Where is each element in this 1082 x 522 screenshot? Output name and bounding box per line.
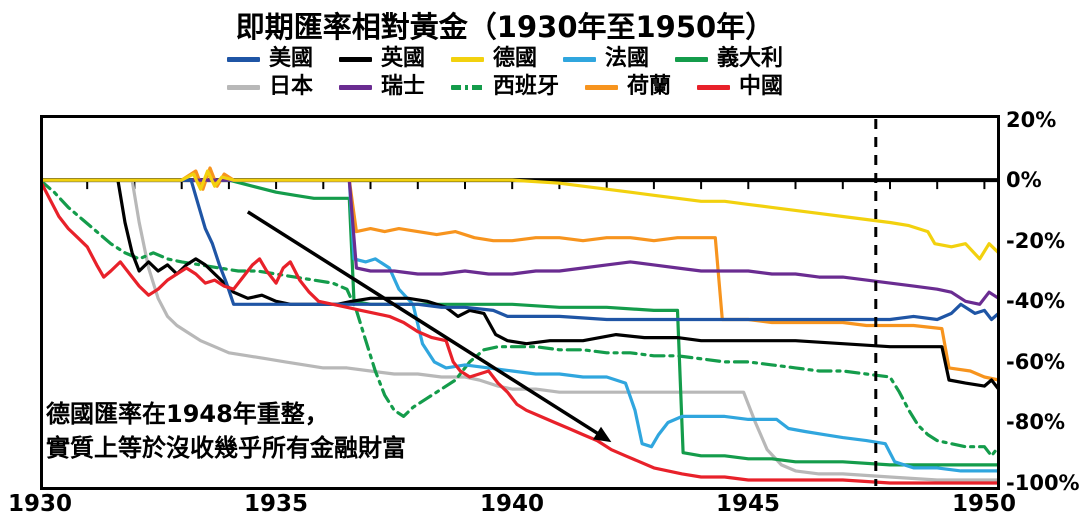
legend-label-netherlands: 荷蘭 bbox=[627, 74, 672, 100]
legend-item-germany: 德國 bbox=[450, 46, 537, 71]
chart-legend: 美國 英國 德國 法國 義大利 日本 瑞士 西班牙 荷蘭 中國 bbox=[0, 46, 1010, 100]
legend-item-usa: 美國 bbox=[226, 46, 313, 71]
series-line-italy bbox=[40, 178, 1000, 467]
legend-swatch-switzerland bbox=[338, 84, 372, 90]
legend-label-spain: 西班牙 bbox=[492, 74, 559, 100]
legend-label-switzerland: 瑞士 bbox=[380, 74, 425, 100]
y-axis-label-20: 20% bbox=[1006, 108, 1057, 132]
legend-swatch-usa bbox=[226, 56, 260, 62]
legend-swatch-italy bbox=[675, 56, 709, 62]
legend-label-germany: 德國 bbox=[492, 46, 537, 71]
legend-label-uk: 英國 bbox=[380, 46, 425, 71]
y-axis-label--40: -40% bbox=[1006, 289, 1065, 313]
legend-item-spain: 西班牙 bbox=[450, 74, 559, 100]
annotation-arrow-head bbox=[593, 426, 612, 443]
legend-item-switzerland: 瑞士 bbox=[338, 74, 425, 100]
annotation-german-reform: 德國匯率在1948年重整， 實質上等於沒收幾乎所有金融財富 bbox=[46, 398, 406, 465]
legend-item-japan: 日本 bbox=[226, 74, 313, 100]
plot-border bbox=[40, 115, 1000, 490]
legend-label-japan: 日本 bbox=[268, 74, 313, 100]
x-axis-label-1945: 1945 bbox=[715, 491, 781, 517]
x-axis-label-1940: 1940 bbox=[479, 491, 545, 517]
legend-swatch-netherlands bbox=[585, 84, 618, 90]
legend-swatch-france bbox=[563, 56, 596, 62]
legend-label-italy: 義大利 bbox=[717, 46, 784, 71]
y-axis-label-0: 0% bbox=[1006, 168, 1042, 192]
y-axis-label--20: -20% bbox=[1006, 229, 1065, 253]
legend-item-italy: 義大利 bbox=[675, 46, 784, 71]
series-line-usa bbox=[40, 178, 1000, 322]
legend-item-china: 中國 bbox=[697, 74, 784, 100]
legend-label-china: 中國 bbox=[739, 74, 784, 100]
series-line-germany bbox=[40, 169, 1000, 261]
x-axis-label-1950: 1950 bbox=[951, 491, 1017, 517]
annotation-arrow-line bbox=[246, 210, 604, 439]
series-line-switzerland bbox=[40, 178, 1000, 306]
legend-label-france: 法國 bbox=[605, 46, 650, 71]
y-axis-label--60: -60% bbox=[1006, 350, 1065, 374]
series-line-uk bbox=[40, 178, 1000, 391]
legend-label-usa: 美國 bbox=[268, 46, 313, 71]
legend-swatch-china bbox=[697, 84, 731, 90]
x-axis-label-1935: 1935 bbox=[243, 491, 309, 517]
legend-swatch-germany bbox=[450, 56, 484, 62]
chart-title: 即期匯率相對黃金（1930年至1950年） bbox=[235, 10, 775, 44]
legend-swatch-spain bbox=[450, 84, 484, 90]
legend-swatch-japan bbox=[226, 84, 260, 90]
annotation-line1: 德國匯率在1948年重整， bbox=[46, 400, 329, 428]
series-line-japan bbox=[40, 178, 1000, 482]
legend-item-france: 法國 bbox=[563, 46, 650, 71]
y-axis-label--80: -80% bbox=[1006, 410, 1065, 434]
series-line-china bbox=[40, 178, 1000, 485]
legend-row-2: 日本 瑞士 西班牙 荷蘭 中國 bbox=[226, 74, 784, 100]
legend-item-uk: 英國 bbox=[338, 46, 425, 71]
series-line-france bbox=[40, 178, 1000, 473]
legend-row-1: 美國 英國 德國 法國 義大利 bbox=[226, 46, 784, 71]
legend-swatch-uk bbox=[338, 56, 372, 62]
series-line-spain bbox=[40, 178, 1000, 458]
plot-area bbox=[40, 115, 1000, 490]
legend-item-netherlands: 荷蘭 bbox=[585, 74, 672, 100]
annotation-line2: 實質上等於沒收幾乎所有金融財富 bbox=[46, 433, 406, 462]
y-axis-label--100: -100% bbox=[1006, 471, 1080, 495]
x-axis-label-1930: 1930 bbox=[7, 491, 73, 517]
